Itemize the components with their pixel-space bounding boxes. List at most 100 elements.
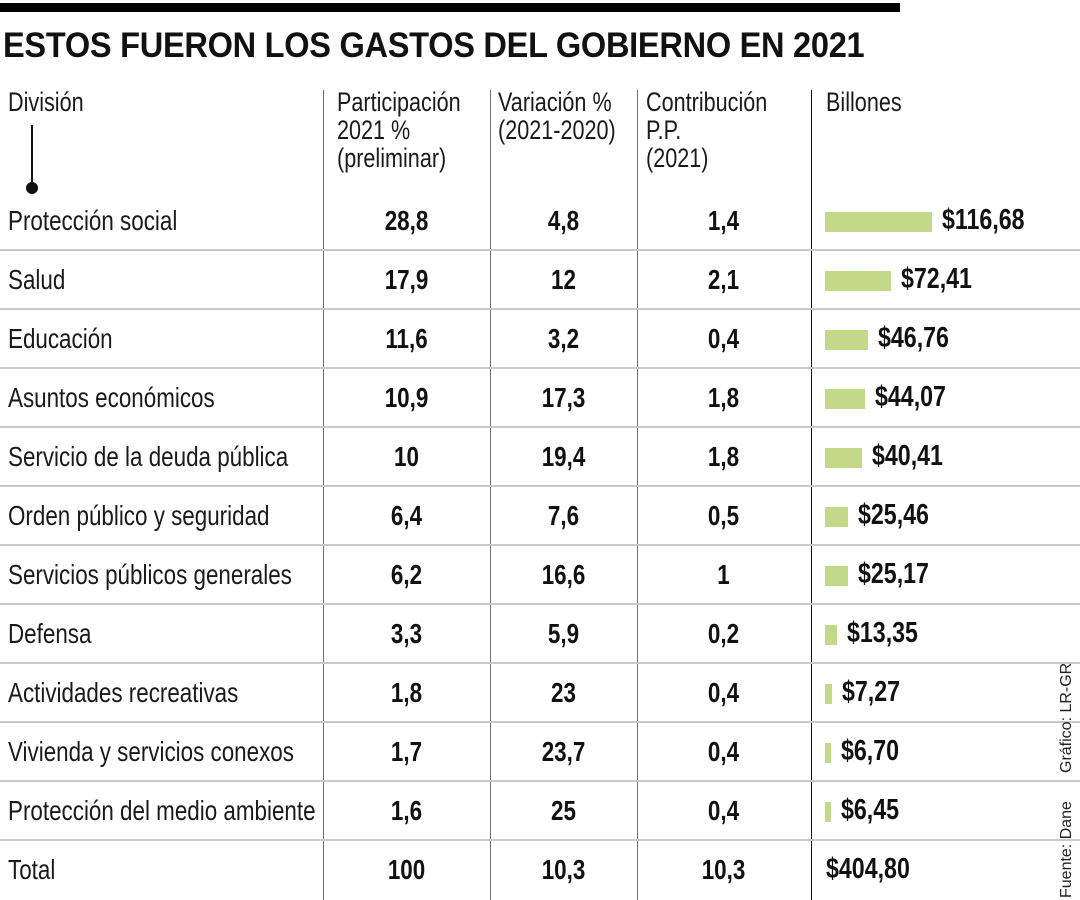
billones-label: $46,76 bbox=[877, 322, 949, 354]
billones-label: $6,70 bbox=[841, 735, 900, 767]
participacion-value: 10,9 bbox=[384, 382, 429, 413]
variacion-value: 16,6 bbox=[541, 559, 586, 590]
division-name: Salud bbox=[8, 264, 66, 295]
contribucion-value: 1 bbox=[717, 559, 730, 590]
row-separator bbox=[0, 544, 1080, 546]
column-divider bbox=[490, 90, 491, 900]
participacion-value: 28,8 bbox=[384, 205, 429, 236]
billones-label: $25,46 bbox=[858, 499, 930, 531]
variacion-value: 10,3 bbox=[541, 854, 586, 885]
row-separator bbox=[0, 839, 1080, 841]
division-name: Protección del medio ambiente bbox=[8, 795, 316, 826]
billones-bar bbox=[825, 271, 892, 291]
row-separator bbox=[0, 308, 1080, 310]
header-contribucion: Contribución P.P. (2021) bbox=[646, 88, 767, 172]
header-contribucion-line1: Contribución bbox=[646, 87, 768, 117]
billones-bar bbox=[825, 743, 832, 763]
billones-label: $72,41 bbox=[901, 263, 973, 295]
variacion-value: 3,2 bbox=[547, 323, 580, 354]
header-participacion-line3: (preliminar) bbox=[337, 143, 447, 173]
billones-bar bbox=[825, 802, 831, 822]
table-row: Protección del medio ambiente 1,6 25 0,4 $6,… bbox=[0, 782, 1080, 841]
total-row: Total 100 10,3 10,3 $404,80 bbox=[0, 841, 1080, 900]
contribucion-value: 0,4 bbox=[707, 677, 740, 708]
row-separator bbox=[0, 249, 1080, 251]
billones-bar bbox=[825, 212, 932, 232]
header-billones: Billones bbox=[826, 87, 902, 117]
table-row: Actividades recreativas 1,8 23 0,4 $7,27 bbox=[0, 664, 1080, 723]
row-separator bbox=[0, 426, 1080, 428]
contribucion-value: 1,8 bbox=[707, 382, 740, 413]
contribucion-value: 0,4 bbox=[707, 736, 740, 767]
table-row: Asuntos económicos 10,9 17,3 1,8 $44,07 bbox=[0, 369, 1080, 428]
row-separator bbox=[0, 485, 1080, 487]
billones-label: $7,27 bbox=[841, 676, 900, 708]
billones-bar bbox=[825, 389, 866, 409]
division-name: Actividades recreativas bbox=[8, 677, 239, 708]
billones-bar bbox=[825, 684, 832, 704]
table-row: Protección social 28,8 4,8 1,4 $116,68 bbox=[0, 192, 1080, 251]
contribucion-value: 0,4 bbox=[707, 795, 740, 826]
table-row: Servicio de la deuda pública 10 19,4 1,8 $40… bbox=[0, 428, 1080, 487]
row-separator bbox=[0, 721, 1080, 723]
column-divider bbox=[637, 90, 638, 900]
chart-title: ESTOS FUERON LOS GASTOS DEL GOBIERNO EN … bbox=[3, 26, 865, 65]
participacion-value: 1,7 bbox=[390, 736, 423, 767]
header-division: División bbox=[8, 87, 84, 117]
variacion-value: 23 bbox=[551, 677, 576, 708]
billones-bar bbox=[825, 507, 849, 527]
row-separator bbox=[0, 367, 1080, 369]
billones-bar bbox=[825, 566, 849, 586]
participacion-value: 11,6 bbox=[385, 323, 428, 354]
billones-bar bbox=[825, 330, 868, 350]
division-name: Defensa bbox=[8, 618, 92, 649]
row-separator bbox=[0, 603, 1080, 605]
contribucion-value: 0,4 bbox=[707, 323, 740, 354]
division-name: Servicios públicos generales bbox=[8, 559, 292, 590]
header-participacion-line2: 2021 % bbox=[337, 115, 411, 145]
table-row: Salud 17,9 12 2,1 $72,41 bbox=[0, 251, 1080, 310]
credit-fuente: Fuente: Dane bbox=[1058, 801, 1075, 898]
billones-bar bbox=[825, 625, 838, 645]
participacion-value: 100 bbox=[387, 854, 426, 885]
variacion-value: 25 bbox=[551, 795, 576, 826]
header-participacion: Participación 2021 % (preliminar) bbox=[337, 88, 461, 172]
participacion-value: 3,3 bbox=[390, 618, 423, 649]
participacion-value: 1,8 bbox=[390, 677, 423, 708]
billones-label: $40,41 bbox=[872, 440, 944, 472]
row-separator bbox=[0, 780, 1080, 782]
participacion-value: 10 bbox=[394, 441, 419, 472]
header-variacion-line1: Variación % bbox=[498, 87, 612, 117]
variacion-value: 23,7 bbox=[541, 736, 586, 767]
header-contribucion-line3: (2021) bbox=[646, 143, 709, 173]
table-row: Educación 11,6 3,2 0,4 $46,76 bbox=[0, 310, 1080, 369]
division-name: Total bbox=[8, 854, 56, 885]
contribucion-value: 2,1 bbox=[707, 264, 740, 295]
division-name: Protección social bbox=[8, 205, 178, 236]
header-variacion-line2: (2021-2020) bbox=[498, 115, 616, 145]
header-contribucion-line2: P.P. bbox=[646, 115, 682, 145]
billones-label: $6,45 bbox=[840, 794, 899, 826]
column-divider bbox=[811, 90, 812, 900]
row-separator bbox=[0, 662, 1080, 664]
table-row: Orden público y seguridad 6,4 7,6 0,5 $25,46 bbox=[0, 487, 1080, 546]
credit-grafico: Gráfico: LR-GR bbox=[1058, 662, 1075, 773]
variacion-value: 19,4 bbox=[541, 441, 586, 472]
division-name: Vivienda y servicios conexos bbox=[8, 736, 294, 767]
billones-bar bbox=[825, 448, 863, 468]
billones-label: $404,80 bbox=[826, 853, 910, 885]
table-row: Vivienda y servicios conexos 1,7 23,7 0,4 $6… bbox=[0, 723, 1080, 782]
column-divider bbox=[323, 90, 324, 900]
participacion-value: 17,9 bbox=[384, 264, 429, 295]
participacion-value: 6,4 bbox=[390, 500, 423, 531]
variacion-value: 12 bbox=[551, 264, 576, 295]
contribucion-value: 1,4 bbox=[707, 205, 740, 236]
top-rule bbox=[0, 3, 900, 12]
variacion-value: 4,8 bbox=[547, 205, 580, 236]
table-row: Servicios públicos generales 6,2 16,6 1 $25,… bbox=[0, 546, 1080, 605]
division-name: Educación bbox=[8, 323, 113, 354]
variacion-value: 5,9 bbox=[547, 618, 580, 649]
contribucion-value: 1,8 bbox=[707, 441, 740, 472]
table-row: Defensa 3,3 5,9 0,2 $13,35 bbox=[0, 605, 1080, 664]
billones-label: $25,17 bbox=[858, 558, 930, 590]
